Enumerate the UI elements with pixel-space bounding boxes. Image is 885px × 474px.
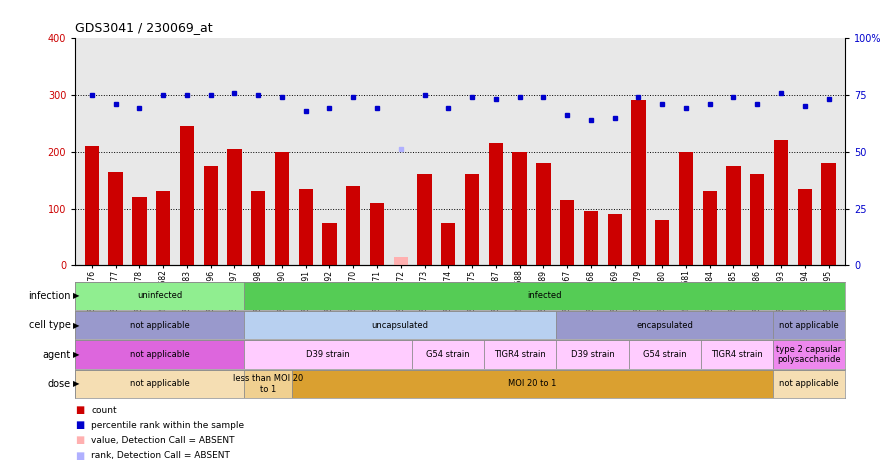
Bar xyxy=(243,311,557,339)
Bar xyxy=(489,143,503,265)
Text: not applicable: not applicable xyxy=(129,350,189,359)
Text: infected: infected xyxy=(527,292,562,300)
Text: not applicable: not applicable xyxy=(779,321,839,329)
Bar xyxy=(156,191,170,265)
Text: ▶: ▶ xyxy=(73,321,79,329)
Text: ■: ■ xyxy=(75,405,84,415)
Text: D39 strain: D39 strain xyxy=(306,350,350,359)
Bar xyxy=(701,340,773,369)
Bar xyxy=(346,186,360,265)
Bar xyxy=(773,140,789,265)
Text: rank, Detection Call = ABSENT: rank, Detection Call = ABSENT xyxy=(91,451,230,460)
Bar xyxy=(275,152,289,265)
Bar xyxy=(679,152,693,265)
Text: GDS3041 / 230069_at: GDS3041 / 230069_at xyxy=(75,21,213,34)
Text: ■: ■ xyxy=(75,450,84,461)
Text: ■: ■ xyxy=(75,435,84,446)
Bar xyxy=(75,282,243,310)
Text: ▶: ▶ xyxy=(73,292,79,300)
Bar xyxy=(773,370,845,398)
Text: G54 strain: G54 strain xyxy=(427,350,470,359)
Bar xyxy=(75,340,243,369)
Text: dose: dose xyxy=(48,379,71,389)
Bar xyxy=(418,174,432,265)
Text: type 2 capsular
polysaccharide: type 2 capsular polysaccharide xyxy=(776,345,842,364)
Bar xyxy=(557,311,773,339)
Bar xyxy=(204,166,218,265)
Text: value, Detection Call = ABSENT: value, Detection Call = ABSENT xyxy=(91,436,235,445)
Text: uncapsulated: uncapsulated xyxy=(372,321,428,329)
Bar xyxy=(243,370,292,398)
Bar xyxy=(821,163,835,265)
Bar xyxy=(655,220,669,265)
Bar xyxy=(251,191,266,265)
Bar xyxy=(727,166,741,265)
Bar xyxy=(631,100,645,265)
Text: TIGR4 strain: TIGR4 strain xyxy=(495,350,546,359)
Bar xyxy=(85,146,99,265)
Bar xyxy=(536,163,550,265)
Bar xyxy=(394,257,408,265)
Text: encapsulated: encapsulated xyxy=(636,321,693,329)
Bar xyxy=(322,223,336,265)
Bar xyxy=(370,203,384,265)
Bar xyxy=(180,126,194,265)
Bar xyxy=(442,223,456,265)
Bar xyxy=(584,211,598,265)
Text: cell type: cell type xyxy=(29,320,71,330)
Text: count: count xyxy=(91,406,117,414)
Bar xyxy=(292,370,773,398)
Bar xyxy=(797,189,812,265)
Text: infection: infection xyxy=(28,291,71,301)
Bar xyxy=(243,340,412,369)
Text: ■: ■ xyxy=(75,420,84,430)
Text: uninfected: uninfected xyxy=(137,292,182,300)
Text: TIGR4 strain: TIGR4 strain xyxy=(711,350,763,359)
Text: not applicable: not applicable xyxy=(129,380,189,388)
Bar xyxy=(512,152,527,265)
Bar xyxy=(628,340,701,369)
Bar xyxy=(484,340,557,369)
Bar xyxy=(75,311,243,339)
Bar xyxy=(703,191,717,265)
Text: ▶: ▶ xyxy=(73,380,79,388)
Bar xyxy=(465,174,479,265)
Bar xyxy=(560,200,574,265)
Text: not applicable: not applicable xyxy=(779,380,839,388)
Text: not applicable: not applicable xyxy=(129,321,189,329)
Bar xyxy=(109,172,123,265)
Bar xyxy=(750,174,765,265)
Text: G54 strain: G54 strain xyxy=(643,350,687,359)
Text: less than MOI 20
to 1: less than MOI 20 to 1 xyxy=(233,374,303,393)
Bar xyxy=(773,340,845,369)
Text: agent: agent xyxy=(42,349,71,360)
Text: MOI 20 to 1: MOI 20 to 1 xyxy=(508,380,557,388)
Text: percentile rank within the sample: percentile rank within the sample xyxy=(91,421,244,429)
Text: ▶: ▶ xyxy=(73,350,79,359)
Text: D39 strain: D39 strain xyxy=(571,350,614,359)
Bar xyxy=(412,340,484,369)
Bar xyxy=(607,214,622,265)
Bar xyxy=(557,340,628,369)
Bar xyxy=(227,149,242,265)
Bar xyxy=(132,197,147,265)
Bar xyxy=(773,311,845,339)
Bar xyxy=(298,189,313,265)
Bar xyxy=(243,282,845,310)
Bar xyxy=(75,370,243,398)
